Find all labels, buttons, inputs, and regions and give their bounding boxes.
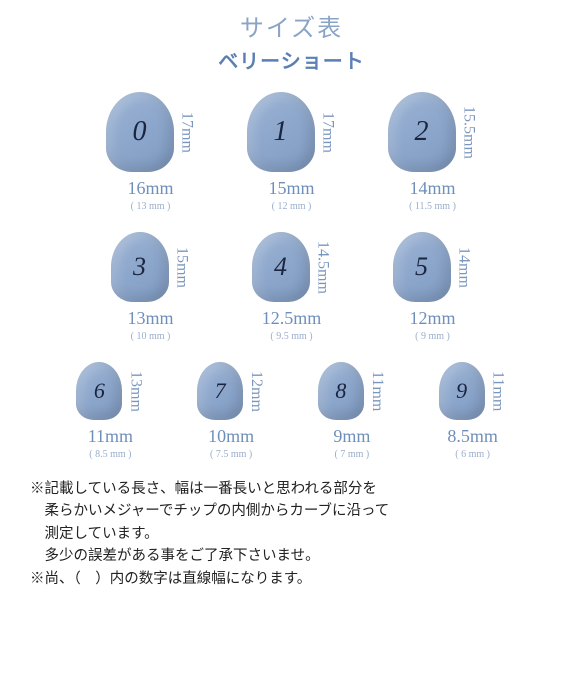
nail-shape: 3 xyxy=(111,232,169,302)
flat-width-label: ( 12 mm ) xyxy=(272,201,312,212)
nail-top: 2 15.5mm xyxy=(388,92,478,172)
width-label: 10mm xyxy=(208,426,254,447)
height-label: 12mm xyxy=(247,371,265,412)
nail-top: 7 12mm xyxy=(197,362,265,420)
nail-row: 0 17mm 16mm ( 13 mm ) 1 17mm 15mm ( 12 mm ) 2 15.… xyxy=(0,82,583,212)
note-line: 測定しています。 xyxy=(30,523,553,545)
nail-shape: 5 xyxy=(393,232,451,302)
nail-number: 2 xyxy=(415,116,429,148)
nail-cell: 0 17mm 16mm ( 13 mm ) xyxy=(80,92,221,212)
height-label: 13mm xyxy=(126,371,144,412)
height-label: 11mm xyxy=(489,371,507,411)
width-label: 16mm xyxy=(127,178,173,199)
nail-cell: 1 17mm 15mm ( 12 mm ) xyxy=(221,92,362,212)
height-label: 15mm xyxy=(173,247,191,288)
nail-cell: 4 14.5mm 12.5mm ( 9.5 mm ) xyxy=(221,232,362,342)
nail-number: 5 xyxy=(415,252,428,282)
page-title: サイズ表 xyxy=(0,8,583,43)
nail-top: 4 14.5mm xyxy=(252,232,332,302)
flat-width-label: ( 6 mm ) xyxy=(455,449,490,460)
nail-cell: 6 13mm 11mm ( 8.5 mm ) xyxy=(50,362,171,460)
note-line: ※尚、（ ）内の数字は直線幅になります。 xyxy=(30,568,553,590)
width-label: 15mm xyxy=(268,178,314,199)
nail-cell: 7 12mm 10mm ( 7.5 mm ) xyxy=(171,362,292,460)
width-label: 8.5mm xyxy=(447,426,498,447)
nail-number: 8 xyxy=(335,378,346,404)
nail-cell: 5 14mm 12mm ( 9 mm ) xyxy=(362,232,503,342)
nail-top: 1 17mm xyxy=(247,92,337,172)
width-label: 14mm xyxy=(409,178,455,199)
flat-width-label: ( 7.5 mm ) xyxy=(210,449,252,460)
width-label: 9mm xyxy=(333,426,370,447)
nail-cell: 8 11mm 9mm ( 7 mm ) xyxy=(292,362,413,460)
nail-number: 7 xyxy=(215,378,226,404)
width-label: 12.5mm xyxy=(262,308,322,329)
nail-row: 613mm11mm( 8.5 mm )712mm10mm( 7.5 mm )81… xyxy=(0,342,583,460)
nail-row: 3 15mm 13mm ( 10 mm ) 4 14.5mm 12.5mm ( 9.5 mm … xyxy=(0,212,583,342)
nail-top: 8 11mm xyxy=(318,362,386,420)
nail-number: 4 xyxy=(274,252,287,282)
flat-width-label: ( 7 mm ) xyxy=(335,449,370,460)
nail-number: 9 xyxy=(456,378,467,404)
nail-top: 0 17mm xyxy=(106,92,196,172)
nail-top: 5 14mm xyxy=(393,232,473,302)
nail-cell: 3 15mm 13mm ( 10 mm ) xyxy=(80,232,221,342)
nail-top: 3 15mm xyxy=(111,232,191,302)
nail-grid: 0 17mm 16mm ( 13 mm ) 1 17mm 15mm ( 12 mm ) 2 15.… xyxy=(0,82,583,460)
nail-shape: 7 xyxy=(197,362,243,420)
flat-width-label: ( 11.5 mm ) xyxy=(409,201,456,212)
nail-number: 0 xyxy=(133,116,147,148)
nail-cell: 2 15.5mm 14mm ( 11.5 mm ) xyxy=(362,92,503,212)
nail-shape: 6 xyxy=(76,362,122,420)
nail-shape: 2 xyxy=(388,92,456,172)
width-label: 12mm xyxy=(409,308,455,329)
width-label: 13mm xyxy=(127,308,173,329)
width-label: 11mm xyxy=(88,426,133,447)
height-label: 11mm xyxy=(368,371,386,411)
height-label: 14.5mm xyxy=(314,241,332,294)
height-label: 17mm xyxy=(319,112,337,153)
nail-shape: 0 xyxy=(106,92,174,172)
nail-top: 9 11mm xyxy=(439,362,507,420)
nail-shape: 1 xyxy=(247,92,315,172)
page-subtitle: ベリーショート xyxy=(0,45,583,74)
flat-width-label: ( 13 mm ) xyxy=(131,201,171,212)
flat-width-label: ( 8.5 mm ) xyxy=(89,449,131,460)
height-label: 15.5mm xyxy=(460,106,478,159)
flat-width-label: ( 9 mm ) xyxy=(415,331,450,342)
nail-number: 6 xyxy=(94,378,105,404)
header: サイズ表 ベリーショート xyxy=(0,0,583,82)
nail-shape: 4 xyxy=(252,232,310,302)
flat-width-label: ( 10 mm ) xyxy=(131,331,171,342)
note-line: ※記載している長さ、幅は一番長いと思われる部分を xyxy=(30,478,553,500)
height-label: 17mm xyxy=(178,112,196,153)
height-label: 14mm xyxy=(455,247,473,288)
note-line: 多少の誤差がある事をご了承下さいませ。 xyxy=(30,545,553,567)
notes: ※記載している長さ、幅は一番長いと思われる部分を 柔らかいメジャーでチップの内側… xyxy=(0,460,583,590)
nail-number: 1 xyxy=(274,116,288,148)
flat-width-label: ( 9.5 mm ) xyxy=(270,331,312,342)
nail-number: 3 xyxy=(133,252,146,282)
note-line: 柔らかいメジャーでチップの内側からカーブに沿って xyxy=(30,500,553,522)
nail-shape: 9 xyxy=(439,362,485,420)
nail-top: 6 13mm xyxy=(76,362,144,420)
nail-shape: 8 xyxy=(318,362,364,420)
nail-cell: 9 11mm 8.5mm ( 6 mm ) xyxy=(412,362,533,460)
